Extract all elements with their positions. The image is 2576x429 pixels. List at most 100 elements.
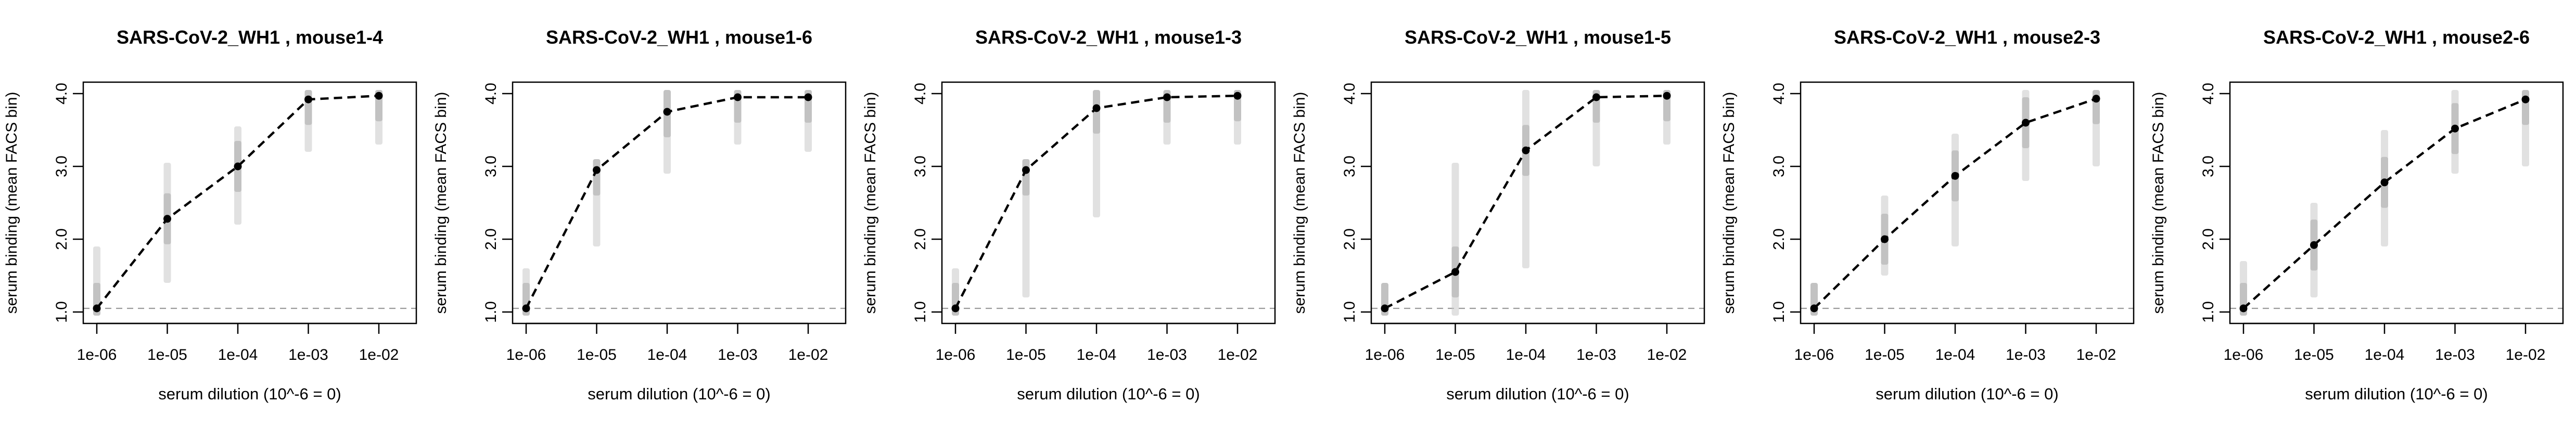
- x-tick-label: 1e-04: [218, 346, 258, 363]
- y-tick-label: 3.0: [53, 155, 70, 177]
- y-tick-label: 1.0: [1341, 301, 1358, 323]
- x-tick-label: 1e-06: [77, 346, 117, 363]
- y-tick-label: 1.0: [912, 301, 929, 323]
- x-tick-label: 1e-06: [2224, 346, 2264, 363]
- x-tick-label: 1e-06: [506, 346, 546, 363]
- y-axis-label: serum binding (mean FACS bin): [2150, 92, 2167, 314]
- chart-panel-2: SARS-CoV-2_WH1 , mouse1-6 1e-06 1e-05 1e-04…: [432, 27, 847, 403]
- distribution-core: [304, 90, 312, 125]
- mean-point: [2022, 119, 2030, 127]
- y-tick-label: 4.0: [1770, 83, 1788, 105]
- distribution-core: [1022, 159, 1030, 196]
- y-tick-label: 4.0: [2200, 83, 2217, 105]
- mean-point: [804, 93, 812, 101]
- y-tick-label: 4.0: [53, 83, 70, 105]
- mean-point: [304, 95, 312, 103]
- y-tick-label: 3.0: [912, 155, 929, 177]
- y-tick-label: 3.0: [2200, 155, 2217, 177]
- chart-title: SARS-CoV-2_WH1 , mouse2-3: [1834, 27, 2100, 48]
- mean-point: [951, 304, 960, 313]
- y-tick-label: 2.0: [1770, 228, 1788, 250]
- x-tick-label: 1e-03: [718, 346, 758, 363]
- mean-point: [1163, 93, 1171, 101]
- mean-point: [522, 304, 530, 313]
- mean-point: [2380, 178, 2389, 187]
- x-tick-label: 1e-02: [2076, 346, 2116, 363]
- plot-frame: [1370, 81, 1705, 324]
- x-tick-label: 1e-02: [1647, 346, 1687, 363]
- x-tick-label: 1e-02: [2506, 346, 2546, 363]
- x-tick-label: 1e-05: [1006, 346, 1046, 363]
- x-tick-label: 1e-02: [1218, 346, 1258, 363]
- plot-frame: [1800, 81, 2135, 324]
- x-tick-label: 1e-04: [647, 346, 687, 363]
- y-axis-label: serum binding (mean FACS bin): [862, 92, 879, 314]
- distribution-core: [593, 159, 601, 196]
- x-tick-label: 1e-02: [359, 346, 399, 363]
- mean-point: [1881, 235, 1889, 243]
- mean-point: [663, 108, 671, 116]
- y-tick-label: 2.0: [482, 228, 500, 250]
- mean-point: [163, 215, 171, 223]
- y-tick-label: 2.0: [1341, 228, 1358, 250]
- x-tick-label: 1e-05: [2294, 346, 2334, 363]
- x-tick-label: 1e-04: [1506, 346, 1546, 363]
- x-tick-label: 1e-04: [1935, 346, 1975, 363]
- chart-panel-6: SARS-CoV-2_WH1 , mouse2-6 1e-06 1e-05 1e-04…: [2150, 27, 2564, 403]
- chart-panel-3: SARS-CoV-2_WH1 , mouse1-3 1e-06 1e-05 1e-04…: [862, 27, 1276, 403]
- mean-point: [1451, 268, 1459, 276]
- y-axis-label: serum binding (mean FACS bin): [1291, 92, 1308, 314]
- x-tick-label: 1e-03: [1147, 346, 1187, 363]
- mean-point: [734, 93, 742, 101]
- mean-point: [1381, 304, 1389, 313]
- mean-point: [1663, 92, 1671, 100]
- distribution-core: [2522, 90, 2529, 125]
- mean-point: [2521, 95, 2530, 103]
- y-tick-label: 2.0: [53, 228, 70, 250]
- chart-title: SARS-CoV-2_WH1 , mouse1-3: [975, 27, 1242, 48]
- y-tick-label: 4.0: [482, 83, 500, 105]
- chart-panel-4: SARS-CoV-2_WH1 , mouse1-5 1e-06 1e-05 1e-04…: [1291, 27, 1705, 403]
- x-tick-label: 1e-02: [788, 346, 828, 363]
- y-tick-label: 1.0: [53, 301, 70, 323]
- y-tick-label: 3.0: [1770, 155, 1788, 177]
- mean-point: [2092, 95, 2100, 103]
- plot-frame: [941, 81, 1276, 324]
- mean-point: [2451, 124, 2459, 133]
- x-tick-label: 1e-06: [936, 346, 976, 363]
- plot-frame: [2229, 81, 2564, 324]
- y-axis-label: serum binding (mean FACS bin): [3, 92, 20, 314]
- y-axis-label: serum binding (mean FACS bin): [1720, 92, 1738, 314]
- mean-point: [1592, 93, 1600, 101]
- chart-title: SARS-CoV-2_WH1 , mouse2-6: [2263, 27, 2530, 48]
- y-tick-label: 1.0: [2200, 301, 2217, 323]
- x-tick-label: 1e-06: [1794, 346, 1834, 363]
- mean-point: [593, 166, 601, 174]
- y-axis-label: serum binding (mean FACS bin): [432, 92, 450, 314]
- chart-panel-1: SARS-CoV-2_WH1 , mouse1-4 1e-06 1e-05 1e-04…: [3, 27, 417, 403]
- y-tick-label: 2.0: [2200, 228, 2217, 250]
- x-tick-label: 1e-03: [288, 346, 328, 363]
- mean-point: [1233, 92, 1242, 100]
- x-tick-label: 1e-03: [2435, 346, 2475, 363]
- x-tick-label: 1e-05: [1435, 346, 1475, 363]
- mean-point: [1022, 166, 1030, 174]
- mean-point: [93, 304, 101, 313]
- mean-point: [234, 162, 242, 171]
- mean-point: [375, 92, 383, 100]
- x-tick-label: 1e-03: [1576, 346, 1616, 363]
- mean-point: [1092, 104, 1101, 112]
- y-tick-label: 4.0: [1341, 83, 1358, 105]
- y-tick-label: 1.0: [1770, 301, 1788, 323]
- mean-point: [2239, 304, 2248, 313]
- x-axis-label: serum dilution (10^-6 = 0): [2305, 385, 2488, 403]
- x-tick-label: 1e-04: [2365, 346, 2405, 363]
- x-axis-label: serum dilution (10^-6 = 0): [588, 385, 770, 403]
- x-tick-label: 1e-05: [577, 346, 617, 363]
- mean-point: [1522, 146, 1530, 154]
- plot-frame: [512, 81, 847, 324]
- chart-title: SARS-CoV-2_WH1 , mouse1-6: [546, 27, 812, 48]
- y-tick-label: 3.0: [1341, 155, 1358, 177]
- mean-point: [2310, 241, 2318, 249]
